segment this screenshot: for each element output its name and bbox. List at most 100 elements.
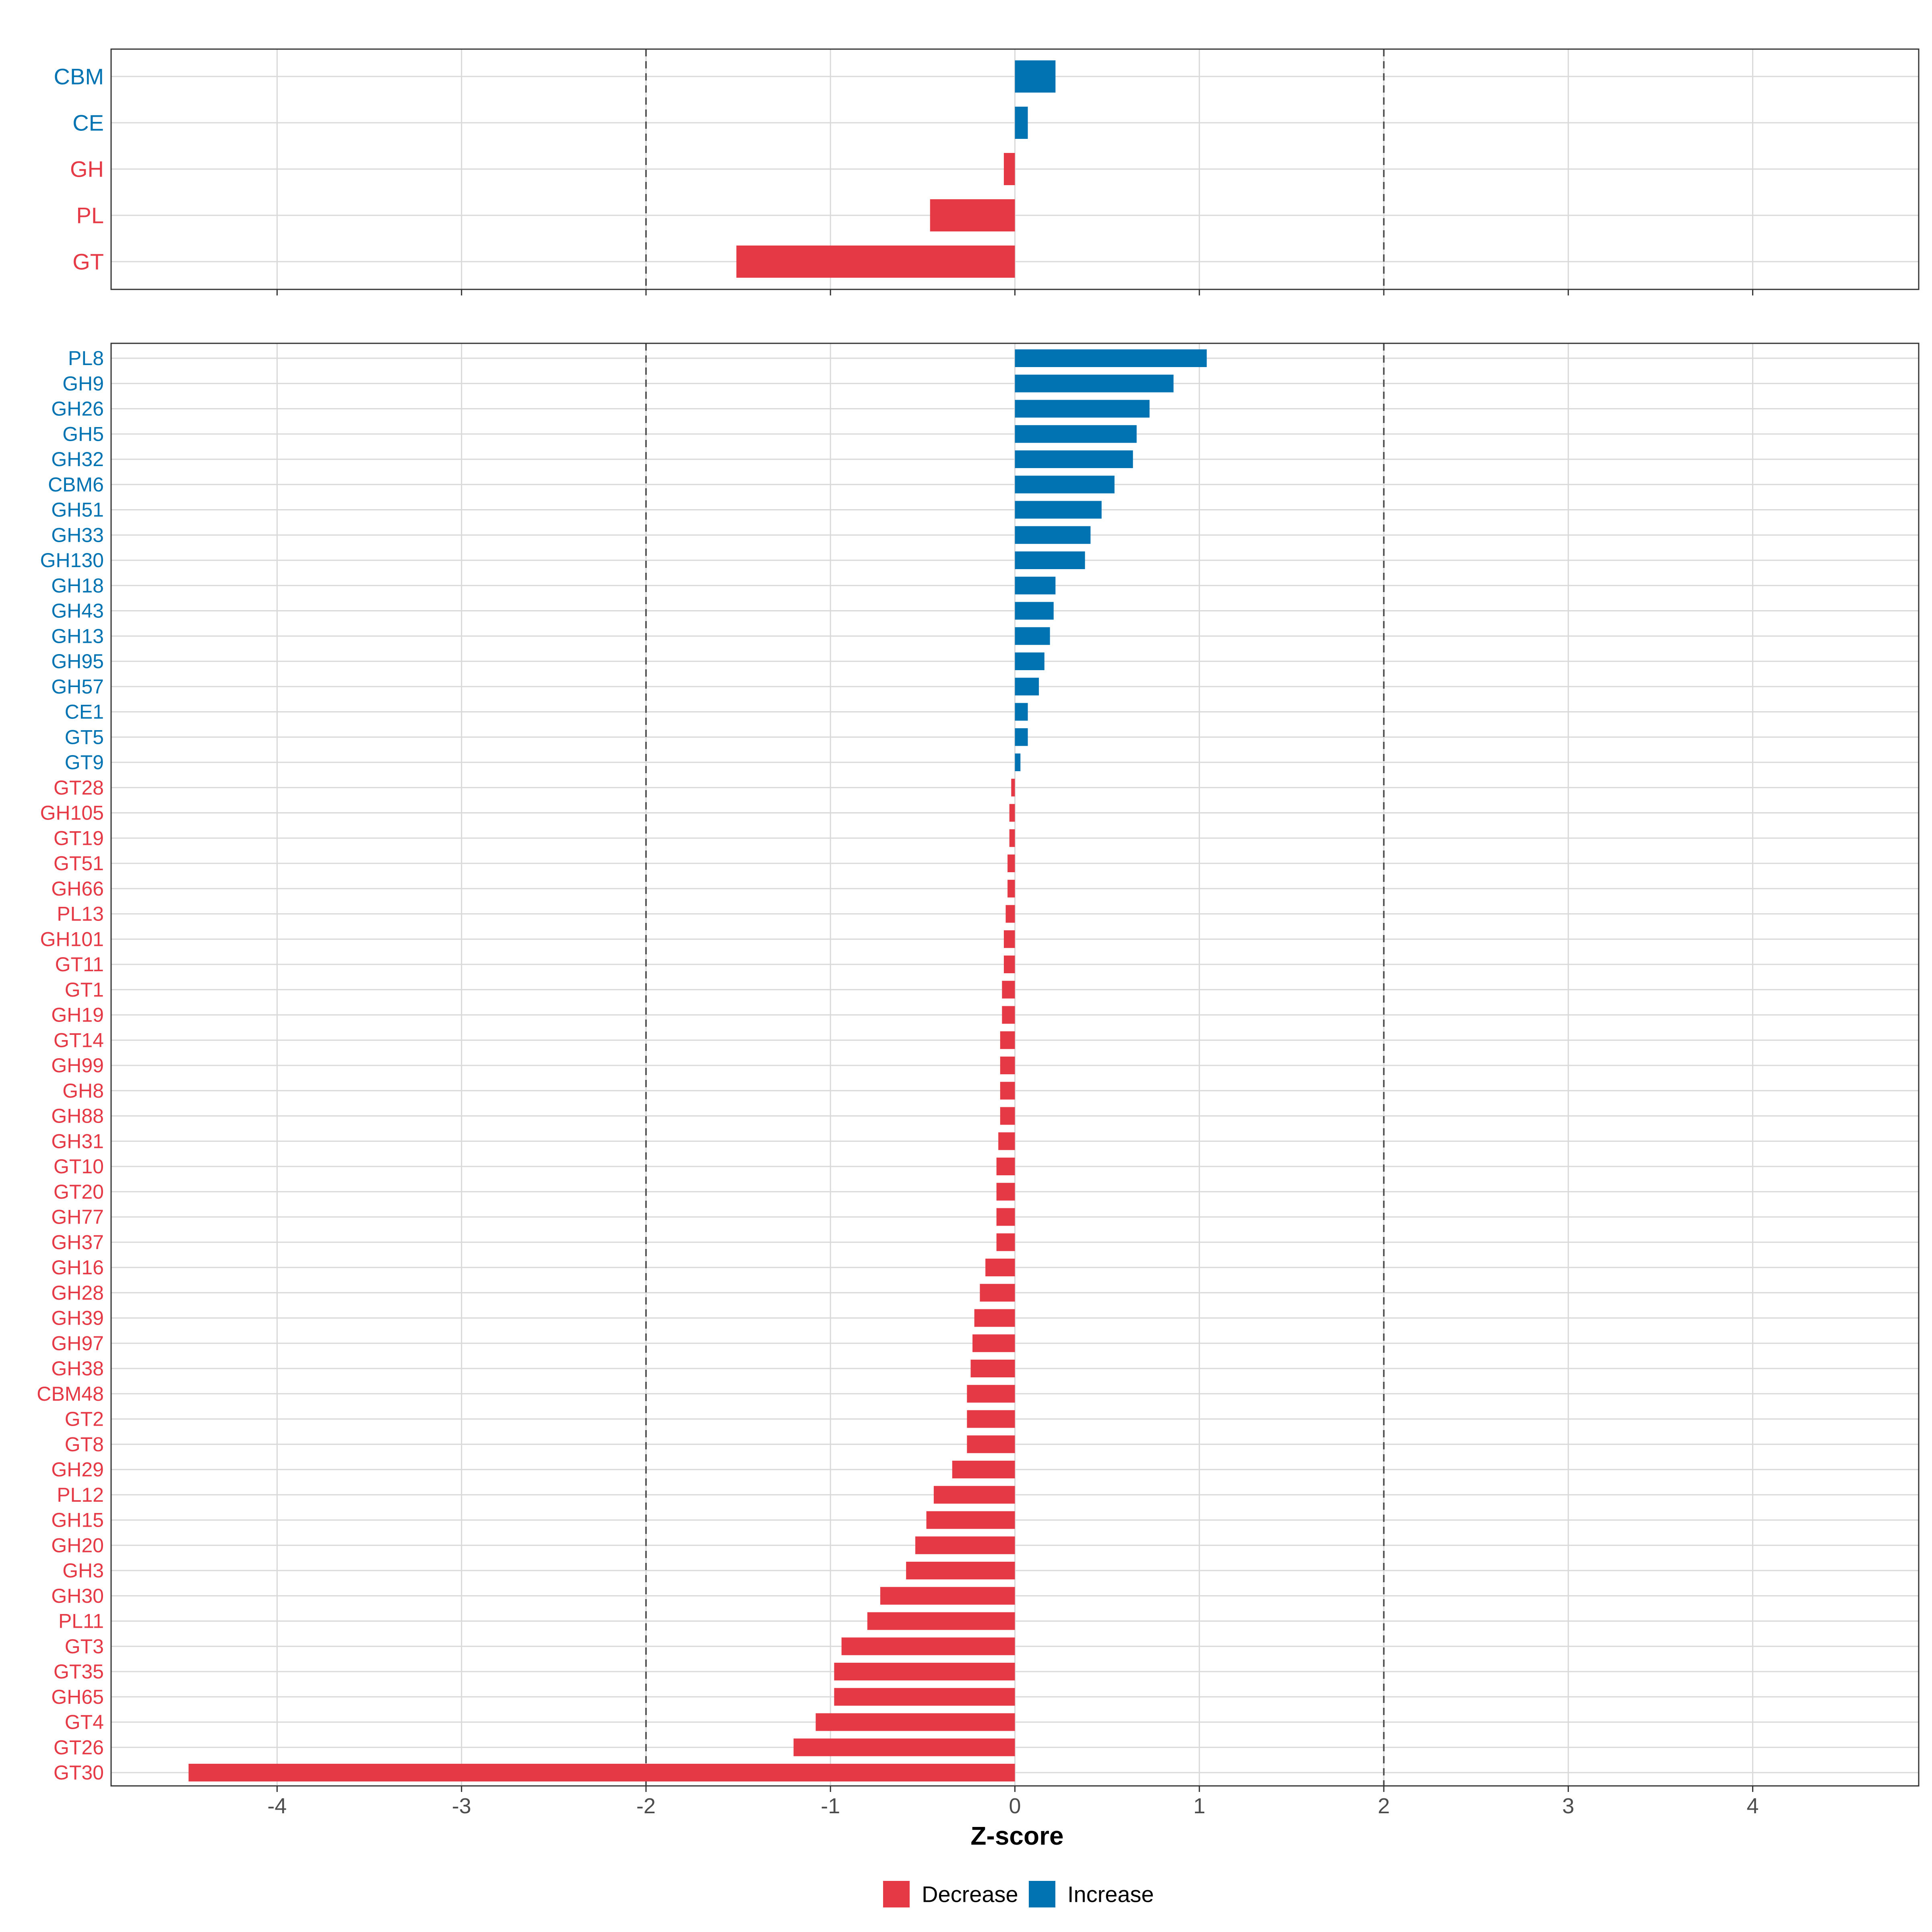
top-panel: CBM CE GH PL GT xyxy=(54,48,1920,295)
bar-cbm6 xyxy=(1015,475,1115,493)
category-label-gt3: GT3 xyxy=(65,1635,104,1657)
category-label-gh20: GH20 xyxy=(51,1534,104,1556)
bar-gh30 xyxy=(880,1587,1015,1605)
x-tick-label: 4 xyxy=(1747,1794,1759,1818)
category-label-gh18: GH18 xyxy=(51,574,104,597)
bar-gh101 xyxy=(1004,930,1015,948)
bar-gh39 xyxy=(974,1309,1015,1327)
bar-gh33 xyxy=(1015,526,1091,544)
bar-gh15 xyxy=(926,1511,1015,1529)
bar-gh3 xyxy=(906,1562,1015,1579)
category-label-gt51: GT51 xyxy=(54,852,104,875)
bar-cbm xyxy=(1015,60,1056,93)
bar-gt30 xyxy=(188,1764,1015,1781)
bar-gt5 xyxy=(1015,728,1028,746)
category-label-cbm6: CBM6 xyxy=(48,473,104,496)
category-label-pl13: PL13 xyxy=(57,903,104,925)
category-label-gh30: GH30 xyxy=(51,1585,104,1607)
bar-gh43 xyxy=(1015,602,1054,620)
category-label-gt28: GT28 xyxy=(54,776,104,799)
category-label-gh32: GH32 xyxy=(51,448,104,471)
legend-swatch-increase xyxy=(1029,1881,1055,1907)
category-label-gh8: GH8 xyxy=(62,1080,104,1102)
category-label-gh65: GH65 xyxy=(51,1686,104,1708)
bar-gt xyxy=(736,246,1015,278)
category-label-pl12: PL12 xyxy=(57,1484,104,1506)
bar-gh28 xyxy=(980,1284,1015,1302)
category-label-gh77: GH77 xyxy=(51,1206,104,1228)
category-label-gt35: GT35 xyxy=(54,1660,104,1683)
category-label-gh38: GH38 xyxy=(51,1357,104,1380)
category-label-cbm: CBM xyxy=(54,64,104,89)
category-label-ce1: CE1 xyxy=(65,701,104,723)
category-label-gt2: GT2 xyxy=(65,1408,104,1430)
bar-pl xyxy=(930,199,1015,231)
bar-gh20 xyxy=(915,1536,1015,1554)
bar-gh19 xyxy=(1002,1006,1015,1024)
bar-gh38 xyxy=(970,1360,1015,1377)
category-label-cbm48: CBM48 xyxy=(37,1383,104,1405)
bar-gh8 xyxy=(1000,1082,1015,1100)
category-label-gh43: GH43 xyxy=(51,600,104,622)
bar-gt14 xyxy=(1000,1031,1015,1049)
bar-ce xyxy=(1015,107,1028,139)
category-label-gh130: GH130 xyxy=(40,549,104,572)
bar-gh66 xyxy=(1007,879,1015,898)
category-label-gh19: GH19 xyxy=(51,1004,104,1026)
bar-gh99 xyxy=(1000,1057,1015,1074)
legend-swatch-decrease xyxy=(883,1881,910,1907)
bar-gt8 xyxy=(967,1435,1015,1453)
category-label-gt1: GT1 xyxy=(65,978,104,1001)
legend-label-decrease: Decrease xyxy=(922,1882,1018,1907)
category-label-gt30: GT30 xyxy=(54,1761,104,1784)
category-label-gt4: GT4 xyxy=(65,1711,104,1734)
x-axis: -4 -3 -2 -1 0 1 2 3 4 xyxy=(267,1794,1759,1818)
bar-gh57 xyxy=(1015,677,1039,696)
category-label-pl: PL xyxy=(76,203,104,228)
category-label-gh57: GH57 xyxy=(51,675,104,698)
category-label-gh101: GH101 xyxy=(40,928,104,950)
x-tick-label: -2 xyxy=(636,1794,656,1818)
bar-pl8 xyxy=(1015,349,1207,367)
legend: Decrease Increase xyxy=(883,1881,1154,1907)
category-label-gt10: GT10 xyxy=(54,1155,104,1178)
category-label-gh37: GH37 xyxy=(51,1231,104,1253)
category-label-gt19: GT19 xyxy=(54,827,104,849)
category-label-pl8: PL8 xyxy=(68,347,104,369)
bar-gh9 xyxy=(1015,374,1174,392)
bar-gh5 xyxy=(1015,425,1137,443)
category-label-gh13: GH13 xyxy=(51,625,104,647)
category-label-gt20: GT20 xyxy=(54,1181,104,1203)
bar-gt26 xyxy=(793,1738,1015,1757)
category-label-gh: GH xyxy=(70,157,104,182)
category-label-ce: CE xyxy=(72,110,104,136)
x-tick-label: -4 xyxy=(267,1794,287,1818)
bar-gt1 xyxy=(1002,980,1015,999)
bar-gt19 xyxy=(1009,829,1015,847)
category-label-gh31: GH31 xyxy=(51,1130,104,1152)
bar-gt3 xyxy=(841,1637,1015,1655)
legend-label-increase: Increase xyxy=(1067,1882,1154,1907)
category-label-gh26: GH26 xyxy=(51,398,104,420)
category-label-gh99: GH99 xyxy=(51,1054,104,1077)
bar-pl11 xyxy=(867,1612,1015,1630)
category-label-gt8: GT8 xyxy=(65,1433,104,1455)
bar-gt10 xyxy=(996,1158,1015,1175)
category-label-pl11: PL11 xyxy=(58,1610,104,1633)
bar-gh77 xyxy=(996,1208,1015,1226)
category-label-gt: GT xyxy=(72,249,104,275)
x-tick-label: -1 xyxy=(821,1794,840,1818)
bar-gt51 xyxy=(1007,855,1015,872)
category-label-gt9: GT9 xyxy=(65,751,104,774)
x-tick-label: 3 xyxy=(1562,1794,1574,1818)
bar-gh105 xyxy=(1009,804,1015,822)
category-label-gt26: GT26 xyxy=(54,1736,104,1759)
category-label-gt5: GT5 xyxy=(65,726,104,748)
bar-gh29 xyxy=(952,1461,1015,1478)
bar-gh65 xyxy=(834,1688,1015,1706)
x-tick-label: 2 xyxy=(1378,1794,1390,1818)
bar-gt9 xyxy=(1015,753,1021,771)
bar-gt20 xyxy=(996,1183,1015,1201)
category-label-gh33: GH33 xyxy=(51,524,104,546)
